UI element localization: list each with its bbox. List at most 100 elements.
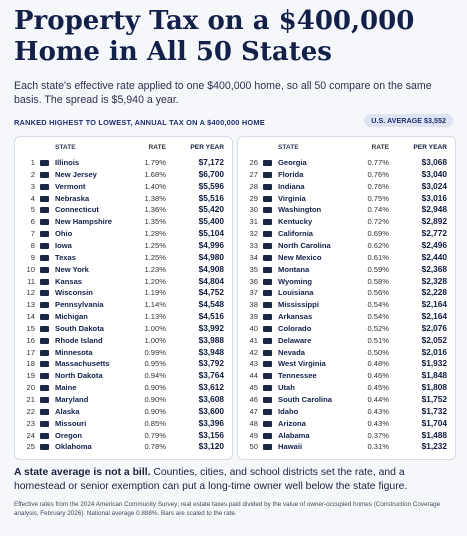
- state-name: Hawaii: [278, 442, 303, 452]
- state-icon: [263, 302, 272, 309]
- state-name: Rhode Island: [55, 335, 103, 345]
- rate: 1.00%: [144, 323, 166, 333]
- state-icon: [40, 349, 49, 356]
- state-name: Michigan: [55, 312, 88, 322]
- state-icon: [263, 373, 272, 380]
- rate: 0.90%: [144, 395, 166, 404]
- state-name: North Dakota: [55, 371, 103, 381]
- rank: 30: [249, 205, 258, 215]
- annual-tax: $3,016: [421, 192, 447, 203]
- table-row: 22 Alaska 0.90% $3,600: [15, 406, 232, 418]
- annual-tax: $3,068: [421, 157, 447, 167]
- rank: 27: [249, 169, 258, 179]
- column-header: STATE: [278, 144, 299, 151]
- rate: 0.76%: [367, 169, 389, 179]
- rate: 0.37%: [367, 430, 389, 440]
- annual-tax: $3,120: [198, 441, 224, 452]
- annual-tax: $2,228: [421, 287, 447, 298]
- state-icon: [40, 385, 49, 392]
- rate: 0.44%: [367, 395, 389, 404]
- state-name: Alabama: [278, 430, 310, 440]
- state-icon: [263, 195, 272, 202]
- rank: 2: [30, 169, 35, 179]
- state-icon: [40, 444, 49, 451]
- state-name: Nebraska: [55, 193, 90, 203]
- table-row: 5 Connecticut 1.36% $5,420: [15, 204, 232, 216]
- state-name: Massachusetts: [55, 359, 110, 369]
- state-icon: [263, 160, 272, 166]
- subtitle: Each state's effective rate applied to o…: [14, 80, 432, 106]
- annual-tax: $3,024: [421, 180, 447, 191]
- rate: 1.40%: [144, 181, 166, 191]
- rank: 11: [27, 276, 35, 286]
- state-name: Tennessee: [278, 371, 317, 381]
- state-icon: [40, 373, 49, 380]
- table-panel: STATE RATE PER YEAR 26 Georgia 0.77% $3,068 27 F…: [237, 136, 456, 460]
- state-name: Delaware: [278, 335, 312, 345]
- rate: 0.58%: [367, 276, 389, 286]
- header-row: STATE RATE PER YEAR: [15, 142, 232, 154]
- rate: 1.38%: [144, 193, 166, 203]
- table-row: 48 Arizona 0.43% $1,704: [238, 418, 455, 430]
- state-name: New York: [55, 264, 89, 274]
- state-icon: [263, 207, 272, 214]
- annual-tax: $2,368: [421, 263, 447, 274]
- rank: 4: [30, 193, 35, 203]
- state-name: Kansas: [55, 276, 83, 286]
- table-row: 12 Wisconsin 1.19% $4,752: [15, 287, 232, 299]
- rank: 39: [249, 312, 258, 322]
- annual-tax: $1,808: [421, 382, 447, 393]
- table-row: 26 Georgia 0.77% $3,068: [238, 157, 455, 169]
- state-name: North Carolina: [278, 240, 331, 250]
- state-icon: [40, 231, 49, 238]
- table-row: 17 Minnesota 0.99% $3,948: [15, 347, 232, 359]
- rate: 0.74%: [367, 205, 389, 215]
- state-name: Connecticut: [55, 205, 99, 215]
- rate: 0.99%: [144, 347, 166, 357]
- average-badge: U.S. AVERAGE $3,552: [364, 114, 453, 127]
- rank: 44: [249, 371, 258, 381]
- rank: 49: [249, 430, 258, 440]
- rate: 0.95%: [144, 359, 166, 369]
- footnote: Effective rates from the 2024 American C…: [14, 501, 441, 517]
- table-row: 45 Utah 0.45% $1,808: [238, 382, 455, 394]
- annual-tax: $3,600: [198, 405, 224, 416]
- state-name: Minnesota: [55, 347, 93, 357]
- rate: 0.62%: [367, 240, 389, 250]
- column-header: STATE: [55, 144, 76, 151]
- rate: 0.79%: [144, 430, 166, 440]
- state-icon: [263, 361, 272, 368]
- state-icon: [263, 183, 272, 190]
- annual-tax: $3,948: [198, 346, 224, 357]
- state-icon: [263, 219, 272, 226]
- table-panel: STATE RATE PER YEAR 1 Illinois 1.79% $7,172 2 Ne…: [14, 136, 233, 460]
- rank: 10: [26, 264, 35, 274]
- state-name: New Hampshire: [55, 217, 112, 227]
- state-name: New Mexico: [278, 252, 322, 262]
- annual-tax: $2,948: [421, 204, 447, 215]
- rank: 35: [249, 264, 258, 274]
- rank: 25: [26, 442, 35, 452]
- table-row: 34 New Mexico 0.61% $2,440: [238, 252, 455, 264]
- annual-tax: $2,328: [421, 275, 447, 286]
- rate: 0.75%: [367, 193, 389, 203]
- state-name: Virginia: [278, 193, 306, 203]
- table-row: 27 Florida 0.76% $3,040: [238, 169, 455, 181]
- table-row: 37 Louisiana 0.56% $2,228: [238, 287, 455, 299]
- rank: 21: [26, 395, 35, 404]
- annual-tax: $2,016: [421, 346, 447, 357]
- state-icon: [263, 278, 272, 285]
- state-name: Alaska: [55, 406, 80, 416]
- state-icon: [263, 231, 272, 238]
- rank: 46: [249, 395, 258, 404]
- table-row: 2 New Jersey 1.68% $6,700: [15, 169, 232, 181]
- rank: 33: [249, 240, 258, 250]
- rank: 47: [249, 406, 258, 416]
- annual-tax: $6,700: [198, 168, 224, 179]
- state-name: Louisiana: [278, 288, 314, 298]
- table-label: RANKED HIGHEST TO LOWEST, ANNUAL TAX ON …: [14, 118, 265, 127]
- state-icon: [40, 432, 49, 439]
- annual-tax: $4,548: [198, 299, 224, 310]
- state-icon: [263, 432, 272, 439]
- state-name: Iowa: [55, 240, 72, 250]
